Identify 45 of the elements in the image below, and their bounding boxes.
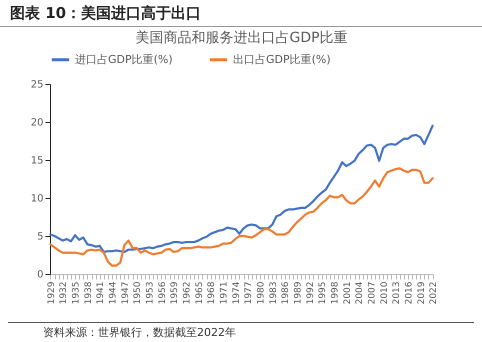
x-tick-label: 2004 <box>355 281 366 304</box>
y-tick-label: 10 <box>30 194 44 204</box>
y-tick-label: 20 <box>30 118 44 128</box>
x-tick-label: 1965 <box>194 282 205 304</box>
line-series <box>49 167 434 267</box>
y-tick-label: 5 <box>37 232 44 242</box>
x-tick-label: 1989 <box>293 281 304 304</box>
x-tick-label: 1953 <box>146 282 156 304</box>
legend-label: 进口占GDP比重(%) <box>75 52 173 66</box>
x-tick-label: 1998 <box>330 281 340 304</box>
line-series <box>49 124 434 254</box>
x-tick-label: 2022 <box>429 282 440 304</box>
x-tick-label: 1980 <box>256 281 266 304</box>
x-tick-label: 1959 <box>170 281 180 304</box>
x-tick-label: 1929 <box>46 281 57 304</box>
x-tick-label: 2001 <box>342 282 353 304</box>
x-tick-label: 1995 <box>318 282 328 304</box>
y-tick-label: 25 <box>30 80 44 90</box>
x-tick-label: 1932 <box>59 282 70 304</box>
x-tick-label: 1947 <box>120 282 131 304</box>
y-tick-label: 15 <box>30 156 44 166</box>
x-tick-label: 1938 <box>84 281 94 304</box>
x-tick-label: 2007 <box>367 282 378 304</box>
x-tick-label: 2016 <box>404 281 414 304</box>
x-tick-label: 1974 <box>232 281 242 304</box>
x-tick-label: 1956 <box>158 281 168 304</box>
text: 资料来源：世界银行，数据截至2022年 <box>8 322 474 340</box>
x-tick-label: 1944 <box>108 281 119 304</box>
x-tick-label: 2019 <box>416 281 427 304</box>
x-tick-label: 1986 <box>281 281 292 304</box>
x-tick-label: 1971 <box>220 282 230 304</box>
x-tick-label: 1992 <box>306 282 316 304</box>
legend-label: 出口占GDP比重(%) <box>233 52 331 66</box>
x-tick-label: 2013 <box>392 282 402 304</box>
chart-title: 图表 10：美国进口高于出口 <box>0 0 482 27</box>
x-tick-label: 1968 <box>207 281 218 304</box>
x-tick-label: 1950 <box>133 281 144 304</box>
chart-subtitle: 美国商品和服务进出口占GDP比重 <box>135 30 348 46</box>
y-tick-label: 0 <box>37 270 44 280</box>
x-tick-label: 1962 <box>182 282 193 304</box>
x-tick-label: 1977 <box>244 282 254 304</box>
x-tick-label: 2010 <box>380 281 390 304</box>
x-tick-label: 1935 <box>72 282 82 304</box>
x-tick-label: 1983 <box>268 282 279 304</box>
x-tick-label: 1941 <box>96 282 106 304</box>
